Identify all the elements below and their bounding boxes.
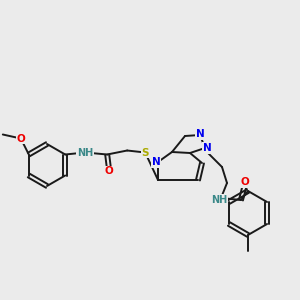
- Text: O: O: [241, 177, 249, 187]
- Text: NH: NH: [77, 148, 93, 158]
- Text: NH: NH: [211, 195, 227, 205]
- Text: O: O: [16, 134, 25, 143]
- Text: S: S: [141, 148, 149, 158]
- Text: N: N: [202, 143, 211, 153]
- Text: N: N: [196, 129, 204, 139]
- Text: O: O: [105, 167, 114, 176]
- Text: N: N: [152, 157, 160, 167]
